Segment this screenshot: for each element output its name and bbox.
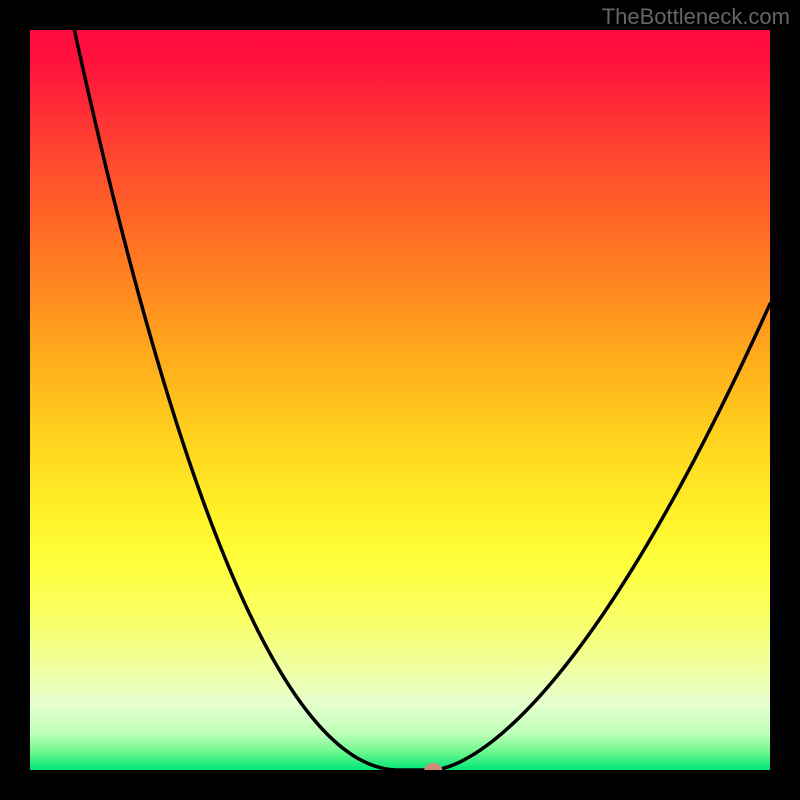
plot-background: [30, 30, 770, 770]
chart-container: TheBottleneck.com: [0, 0, 800, 800]
bottleneck-chart: [0, 0, 800, 800]
